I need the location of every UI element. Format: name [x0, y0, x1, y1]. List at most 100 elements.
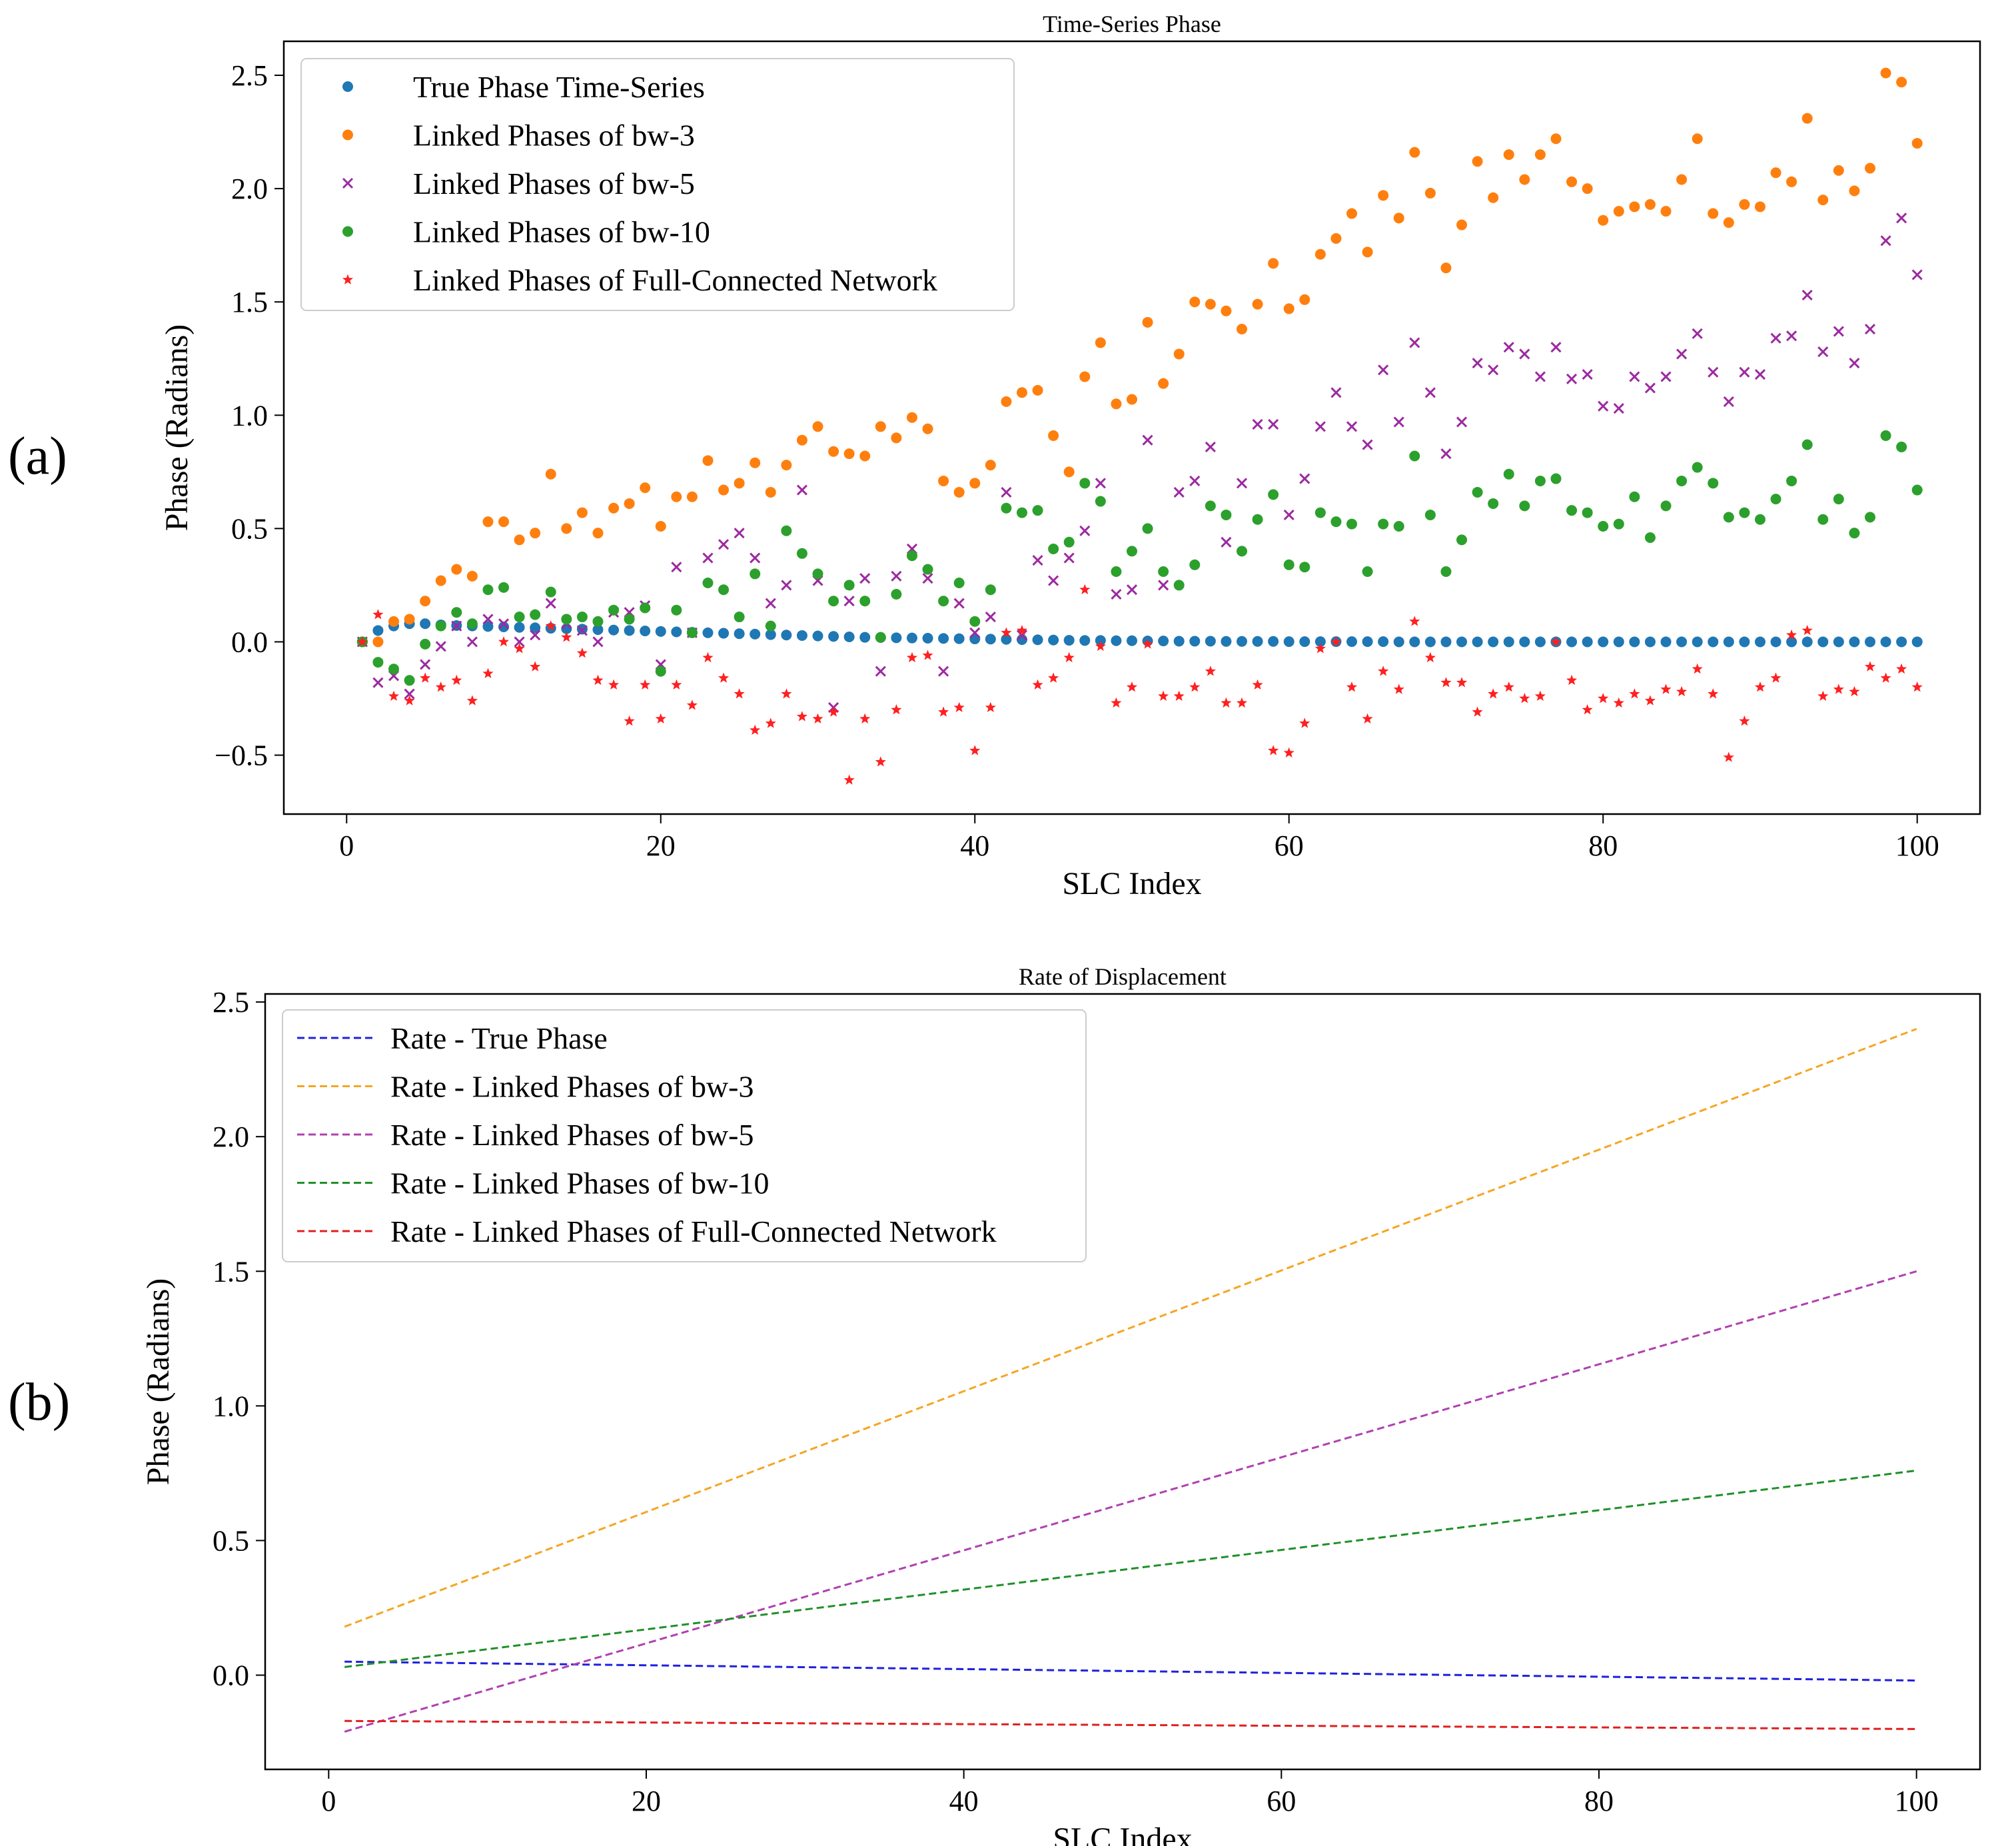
data-point-bw5 — [1676, 348, 1688, 360]
data-point-bw10 — [1252, 514, 1263, 525]
data-point-full — [718, 672, 730, 683]
data-point-bw10 — [1424, 509, 1436, 520]
data-point-bw10 — [1346, 518, 1358, 530]
data-point-bw5 — [1629, 371, 1640, 382]
data-point-bw3 — [1534, 149, 1546, 161]
data-point-bw3 — [1849, 185, 1860, 197]
data-point-bw3 — [435, 575, 446, 586]
data-point-true — [1817, 636, 1829, 648]
data-point-bw5-stroke-b — [671, 562, 682, 573]
data-point-bw5-stroke-b — [1330, 387, 1342, 398]
data-point-true — [1864, 636, 1875, 648]
data-point-full — [796, 711, 807, 721]
data-point-bw10 — [671, 604, 682, 616]
data-point-bw3 — [985, 460, 996, 471]
x-tick-label: 80 — [1588, 829, 1618, 862]
data-point-bw10 — [1519, 500, 1530, 512]
data-point-bw10 — [1880, 430, 1891, 441]
data-point-bw5 — [938, 666, 949, 677]
data-point-full — [1424, 652, 1436, 663]
data-point-full — [1252, 679, 1263, 690]
data-point-full — [906, 652, 917, 663]
data-point-bw5-stroke-b — [1817, 346, 1829, 358]
legend-label: Rate - Linked Phases of Full-Connected N… — [390, 1214, 997, 1248]
data-point-bw10 — [1739, 507, 1750, 518]
data-point-true — [796, 630, 807, 641]
data-point-bw10 — [1534, 475, 1546, 486]
data-point-full — [1346, 682, 1358, 692]
data-point-bw10 — [1833, 494, 1844, 505]
data-point-bw10 — [953, 578, 965, 589]
data-point-full — [561, 632, 572, 642]
data-point-bw3 — [1142, 316, 1153, 328]
data-point-bw10 — [859, 596, 871, 607]
data-point-bw5 — [1158, 580, 1169, 591]
data-point-true — [1582, 636, 1593, 648]
data-point-bw5-stroke-b — [1534, 371, 1546, 382]
data-point-full — [1095, 640, 1106, 652]
data-point-bw10 — [922, 564, 933, 575]
data-point-true — [922, 633, 933, 644]
data-point-bw10 — [1692, 462, 1703, 473]
data-point-true — [372, 625, 384, 636]
data-point-bw3 — [1692, 133, 1703, 145]
data-point-bw5 — [466, 636, 478, 648]
data-point-bw5 — [576, 625, 588, 636]
data-point-bw3 — [1252, 298, 1263, 310]
data-point-bw5 — [922, 573, 933, 584]
data-point-true — [514, 622, 525, 633]
data-point-bw3 — [891, 432, 902, 444]
data-point-bw10 — [1629, 491, 1640, 502]
data-point-bw10 — [420, 638, 431, 650]
data-point-true — [781, 630, 792, 641]
data-point-bw5-stroke-b — [1739, 366, 1750, 378]
data-point-bw10 — [1644, 532, 1656, 543]
data-point-bw3 — [1864, 163, 1875, 174]
data-point-full — [420, 672, 431, 683]
data-point-bw3 — [1550, 133, 1562, 145]
data-point-bw10 — [388, 664, 400, 675]
data-point-true — [1692, 636, 1703, 648]
data-point-bw10 — [1063, 536, 1075, 548]
data-point-full — [1158, 690, 1169, 701]
data-point-bw10 — [530, 609, 541, 620]
data-point-bw3 — [1299, 294, 1310, 305]
data-point-bw3 — [1032, 384, 1043, 396]
data-point-bw10 — [985, 584, 996, 596]
data-point-bw10 — [1283, 559, 1294, 570]
data-point-bw10 — [1189, 559, 1201, 570]
data-point-bw5-stroke-b — [435, 641, 446, 652]
data-point-bw3 — [922, 423, 933, 434]
series-bw3 — [356, 67, 1923, 648]
data-point-bw3 — [1063, 466, 1075, 478]
data-point-bw10 — [1550, 473, 1562, 484]
data-point-full — [734, 688, 745, 699]
data-point-true — [1409, 636, 1420, 648]
data-point-bw3 — [404, 614, 415, 625]
data-point-bw5 — [985, 611, 996, 623]
data-point-bw5 — [1268, 418, 1279, 430]
data-point-bw5 — [1503, 342, 1514, 353]
data-point-bw3 — [938, 475, 949, 486]
data-point-bw5-stroke-b — [1032, 554, 1043, 566]
data-point-bw10 — [906, 550, 917, 562]
data-point-true — [608, 624, 620, 636]
data-point-bw5 — [734, 528, 745, 539]
data-point-bw3 — [1503, 149, 1514, 161]
data-point-bw5-stroke-b — [498, 618, 510, 630]
data-point-bw5 — [1598, 400, 1609, 412]
data-point-full — [1472, 706, 1483, 717]
data-point-bw5 — [1205, 441, 1216, 452]
data-point-full — [1833, 684, 1844, 694]
y-tick-label: 2.5 — [231, 59, 268, 92]
data-point-bw5-stroke-b — [734, 528, 745, 539]
data-point-bw5-stroke-b — [1598, 400, 1609, 412]
data-point-bw3 — [640, 482, 651, 494]
data-point-bw10 — [1708, 478, 1719, 489]
data-point-bw3 — [1629, 201, 1640, 213]
data-point-full — [1299, 717, 1310, 728]
data-point-bw3 — [1660, 206, 1672, 217]
legend: Rate - True Phase Rate - Linked Phases of… — [282, 1009, 1087, 1262]
data-point-bw3 — [1205, 298, 1216, 310]
data-point-bw5-stroke-b — [953, 598, 965, 609]
